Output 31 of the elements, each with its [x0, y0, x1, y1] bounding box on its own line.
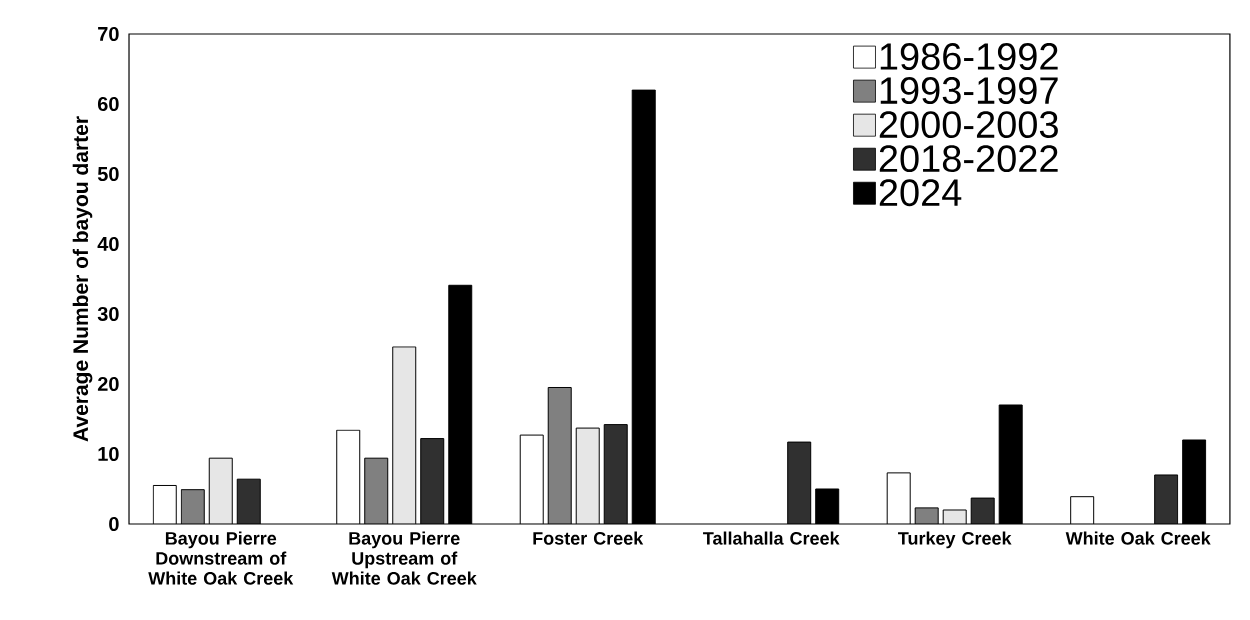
y-tick-label: 0	[109, 516, 119, 532]
legend-label: 1986-1992	[880, 43, 1058, 70]
legend-label: 1993-1997	[880, 77, 1058, 105]
y-tick-label: 20	[97, 376, 119, 392]
y-tick-label: 30	[97, 306, 119, 322]
bar	[603, 424, 628, 524]
legend-label: 2000-2003	[879, 111, 1058, 139]
bar	[180, 489, 205, 524]
bar	[547, 386, 572, 524]
legend-label: 2024	[879, 179, 962, 207]
bar	[236, 478, 261, 524]
bar	[364, 457, 389, 524]
x-tick-label: Turkey Creek	[898, 531, 1012, 549]
x-tick-label: Bayou Pierre Downstream of White Oak Creek	[148, 531, 294, 585]
y-tick-label: 60	[97, 96, 119, 112]
x-tick-label: Bayou Pierre Upstream of White Oak Creek	[331, 531, 477, 585]
x-tick-label: Foster Creek	[533, 531, 644, 545]
y-axis-title: Average Number of bayou darter	[72, 116, 93, 442]
x-tick-label: Tallahalla Creek	[703, 531, 840, 545]
bar	[787, 441, 812, 524]
y-tick-label: 40	[97, 236, 119, 252]
bar	[575, 427, 600, 524]
legend-label: 2018-2022	[879, 145, 1058, 173]
y-tick-label: 70	[98, 26, 119, 42]
bar	[392, 346, 417, 524]
bar	[420, 438, 445, 524]
x-tick-label: White Oak Creek	[1065, 531, 1211, 545]
bar	[208, 457, 233, 524]
bar	[1154, 474, 1179, 524]
y-tick-label: 10	[98, 446, 119, 462]
y-tick-label: 50	[97, 166, 119, 182]
